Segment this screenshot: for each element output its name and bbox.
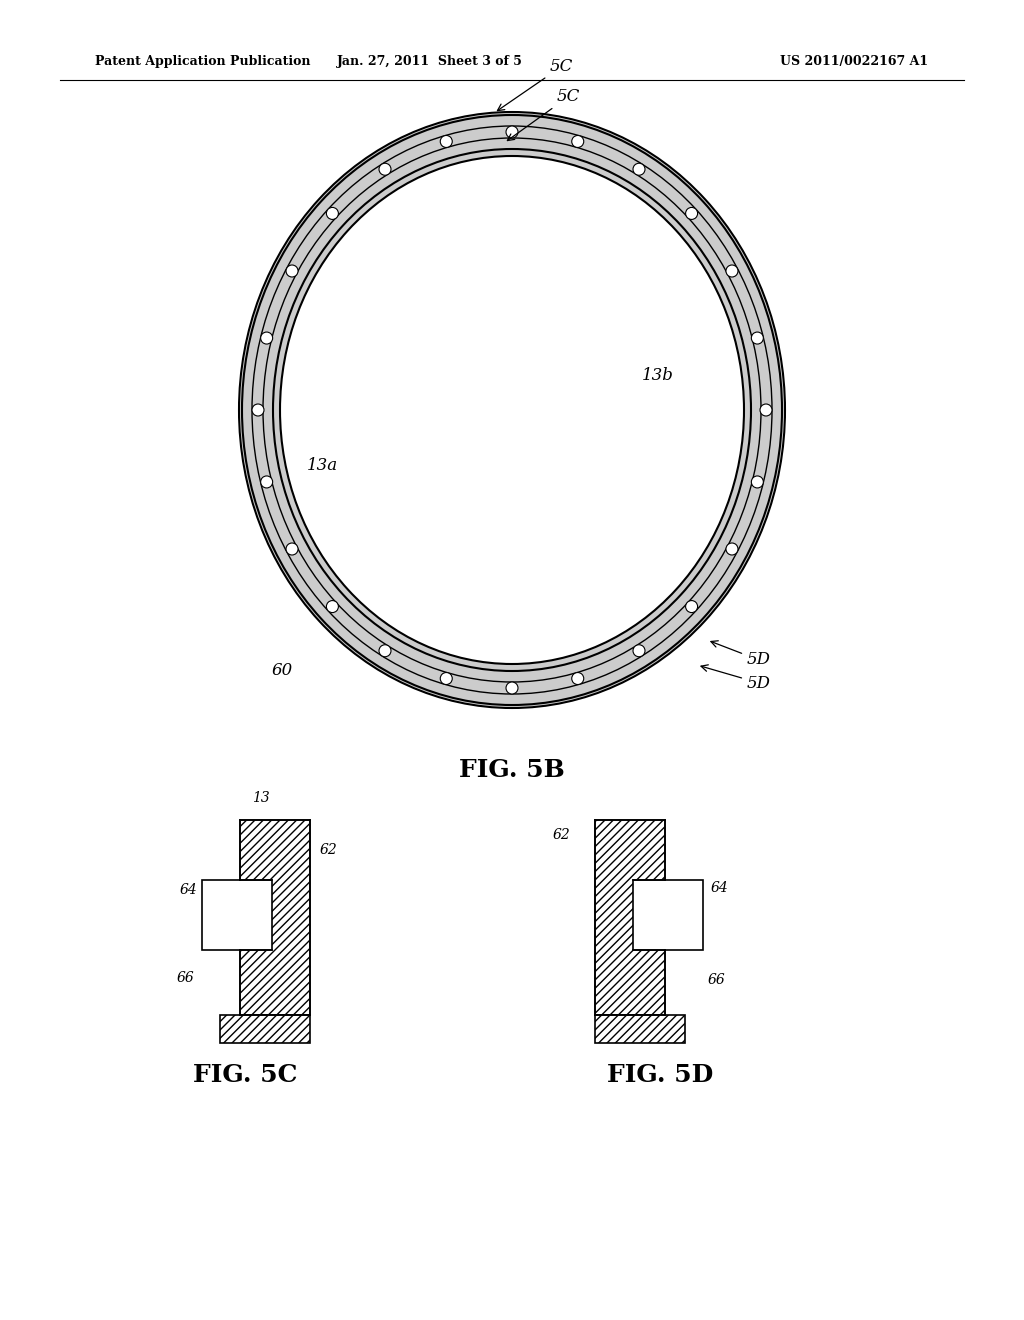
Text: 5D: 5D	[701, 665, 771, 692]
Ellipse shape	[506, 682, 518, 694]
Ellipse shape	[633, 164, 645, 176]
Ellipse shape	[726, 265, 738, 277]
Ellipse shape	[752, 333, 763, 345]
Text: 60: 60	[272, 663, 293, 678]
Ellipse shape	[440, 672, 453, 685]
Text: 5C: 5C	[498, 58, 573, 111]
Ellipse shape	[571, 136, 584, 148]
Ellipse shape	[280, 156, 744, 664]
Text: FIG. 5B: FIG. 5B	[459, 758, 565, 781]
Text: Patent Application Publication: Patent Application Publication	[95, 55, 310, 69]
Ellipse shape	[633, 644, 645, 657]
Ellipse shape	[252, 404, 264, 416]
Ellipse shape	[379, 164, 391, 176]
Text: 13b: 13b	[642, 367, 674, 384]
Text: Jan. 27, 2011  Sheet 3 of 5: Jan. 27, 2011 Sheet 3 of 5	[337, 55, 523, 69]
Text: 5D: 5D	[711, 640, 771, 668]
Bar	[220, 1015, 310, 1043]
Bar	[240, 880, 272, 950]
Text: 64: 64	[180, 883, 198, 898]
Bar	[633, 880, 703, 950]
Ellipse shape	[327, 207, 338, 219]
Text: 66: 66	[708, 973, 726, 987]
Ellipse shape	[571, 672, 584, 685]
Ellipse shape	[261, 333, 272, 345]
Text: 62: 62	[319, 843, 338, 857]
Text: 64: 64	[711, 880, 729, 895]
Ellipse shape	[506, 125, 518, 139]
Bar	[633, 880, 665, 950]
Bar	[595, 1015, 685, 1043]
Ellipse shape	[726, 543, 738, 554]
Text: 66: 66	[177, 972, 195, 985]
Bar	[240, 820, 310, 1015]
Ellipse shape	[440, 136, 453, 148]
Ellipse shape	[760, 404, 772, 416]
Text: FIG. 5D: FIG. 5D	[607, 1063, 713, 1086]
Text: 5C: 5C	[508, 88, 581, 140]
Text: US 2011/0022167 A1: US 2011/0022167 A1	[780, 55, 928, 69]
Ellipse shape	[286, 265, 298, 277]
Text: 13: 13	[252, 791, 269, 805]
Ellipse shape	[240, 114, 784, 708]
Ellipse shape	[686, 207, 697, 219]
Ellipse shape	[752, 477, 763, 488]
Text: 13a: 13a	[307, 457, 338, 474]
Bar	[202, 880, 272, 950]
Ellipse shape	[261, 477, 272, 488]
Ellipse shape	[286, 543, 298, 554]
Text: 62: 62	[553, 828, 570, 842]
Ellipse shape	[379, 644, 391, 657]
Ellipse shape	[327, 601, 338, 612]
Bar	[595, 820, 665, 1015]
Text: FIG. 5C: FIG. 5C	[193, 1063, 297, 1086]
Ellipse shape	[686, 601, 697, 612]
